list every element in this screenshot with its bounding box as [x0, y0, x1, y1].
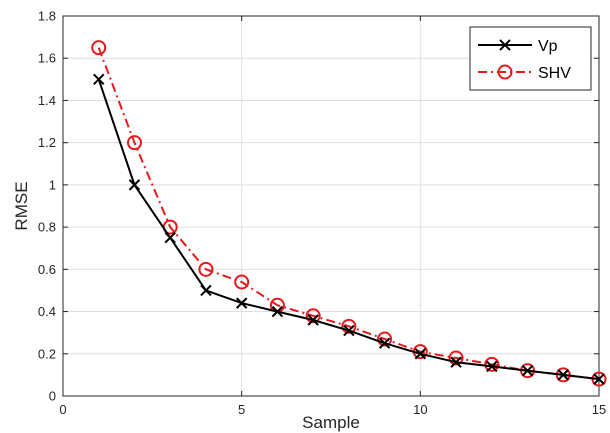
- data-point-vp: [486, 360, 498, 373]
- series-line-vp: [97, 78, 600, 381]
- data-point-shv: [305, 308, 321, 324]
- data-point-vp: [521, 364, 534, 377]
- legend-label-shv: SHV: [538, 65, 571, 82]
- legend-marker-vp: [499, 39, 511, 51]
- data-point-shv: [341, 318, 357, 334]
- x-tick-label: 5: [238, 402, 245, 417]
- data-point-vp: [200, 284, 212, 297]
- series-vp: [93, 73, 605, 385]
- data-point-vp: [378, 337, 391, 349]
- legend-entry-shv: SHV: [478, 64, 571, 82]
- data-point-shv: [484, 356, 500, 372]
- axis-ticks: 0 0.2 0.4 0.6 0.8 1 1.2 1.4 1.6 1.8 0 5 10 15: [38, 9, 606, 418]
- y-tick-label: 1.6: [38, 51, 56, 66]
- y-tick-label: 0.4: [38, 304, 56, 319]
- data-point-vp: [557, 369, 569, 381]
- data-series: [91, 40, 607, 387]
- x-tick-label: 0: [59, 402, 66, 417]
- y-tick-label: 0.2: [38, 346, 56, 361]
- data-point-shv: [448, 350, 464, 366]
- data-point-vp: [307, 314, 319, 326]
- y-axis-label: RMSE: [12, 181, 31, 230]
- data-point-shv: [377, 331, 393, 347]
- data-point-vp: [414, 348, 427, 360]
- data-point-vp: [235, 297, 248, 309]
- y-tick-label: 1.8: [38, 9, 56, 24]
- legend-marker-shv: [497, 64, 513, 80]
- plot-area-frame: [62, 15, 600, 397]
- y-tick-label: 0.6: [38, 262, 56, 277]
- series-shv: [91, 40, 607, 387]
- x-axis-label: Sample: [302, 413, 360, 432]
- legend-label-vp: Vp: [538, 38, 558, 55]
- y-tick-label: 1.4: [38, 93, 56, 108]
- data-point-vp: [343, 324, 355, 337]
- grid-lines: [63, 16, 599, 396]
- data-point-vp: [271, 305, 284, 318]
- x-tick-label: 10: [413, 402, 427, 417]
- data-point-shv: [126, 135, 142, 151]
- legend-box: [469, 26, 592, 91]
- data-point-vp: [128, 179, 141, 191]
- legend: Vp SHV: [469, 26, 592, 91]
- x-tick-label: 15: [592, 402, 606, 417]
- data-point-vp: [93, 73, 105, 86]
- data-point-vp: [164, 231, 176, 244]
- data-point-vp: [450, 356, 462, 368]
- y-tick-label: 1: [49, 177, 56, 192]
- legend-entry-vp: Vp: [478, 38, 558, 55]
- data-point-shv: [91, 40, 107, 56]
- data-point-shv: [234, 274, 250, 290]
- y-tick-label: 1.2: [38, 135, 56, 150]
- data-point-vp: [593, 373, 605, 385]
- y-tick-label: 0.8: [38, 220, 56, 235]
- y-tick-label: 0: [49, 389, 56, 404]
- data-point-shv: [198, 261, 214, 277]
